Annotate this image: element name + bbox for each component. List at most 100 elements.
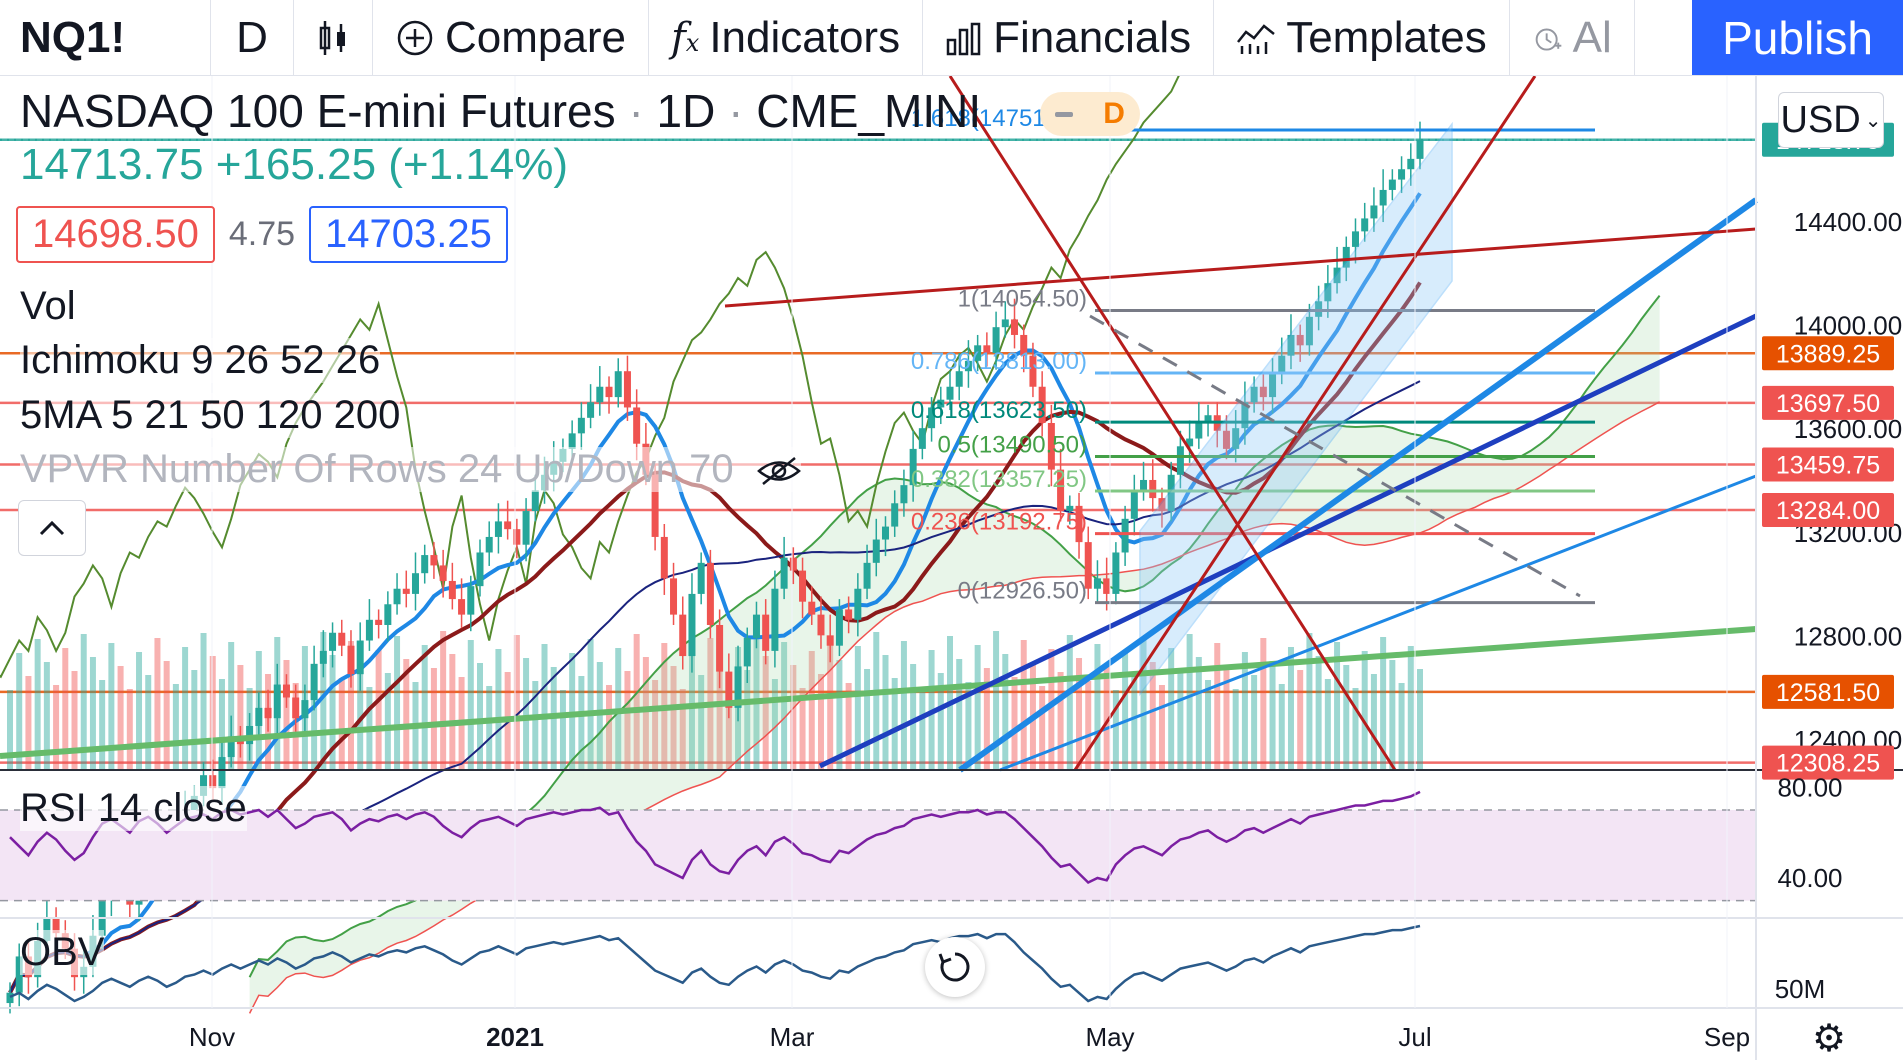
volume-bar — [311, 669, 318, 770]
candle-body — [992, 327, 1000, 354]
interval-button[interactable]: D — [211, 0, 294, 75]
candle-body — [964, 360, 972, 372]
obv-legend[interactable]: OBV — [20, 930, 105, 975]
currency-select[interactable]: USD ⌄ — [1778, 92, 1884, 148]
volume-bar — [89, 657, 96, 770]
volume-bar — [384, 673, 391, 770]
candle-body — [467, 586, 475, 615]
trendline-red-falling — [948, 76, 1397, 771]
candle-body — [660, 536, 668, 579]
price-marker-label: 13459.75 — [1776, 451, 1880, 479]
collapse-legend-button[interactable] — [18, 500, 86, 556]
volume-bar — [421, 645, 428, 770]
candle-body — [1278, 355, 1286, 374]
candle-body — [1176, 446, 1184, 475]
candle-body — [614, 371, 622, 398]
last-price: 14713.75 — [20, 140, 204, 189]
reset-chart-button[interactable] — [925, 937, 985, 997]
volume-bar — [1398, 683, 1405, 770]
candle-body — [1250, 386, 1258, 403]
volume-bar — [993, 631, 1000, 770]
rsi-legend[interactable]: RSI 14 close — [20, 786, 247, 831]
delay-badge[interactable]: D — [1040, 92, 1140, 136]
indicator-name: Vol — [20, 284, 76, 328]
volume-bar — [1103, 667, 1110, 770]
fib-level-label: 0.786(13813.00) — [911, 348, 1087, 375]
candle-body — [209, 775, 217, 789]
fib-level-label: 0.618(13623.50) — [911, 397, 1087, 424]
volume-bar — [1177, 671, 1184, 770]
volume-bar — [762, 656, 769, 770]
volume-bar — [808, 651, 815, 770]
candle-body — [762, 614, 770, 651]
chart-canvas[interactable]: 1.618(14751.50)1(14054.50)0.786(13813.00… — [0, 76, 1903, 1060]
indicator-legend-ma[interactable]: 5MA 5 21 50 120 200 — [20, 393, 401, 438]
obv-scale-tick: 50M — [1775, 974, 1826, 1004]
financials-button[interactable]: Financials — [923, 0, 1215, 75]
alert-button[interactable]: Al — [1510, 0, 1635, 75]
volume-bar — [1158, 685, 1165, 770]
compare-button[interactable]: Compare — [373, 0, 649, 75]
indicator-legend-vpvr[interactable]: VPVR Number Of Rows 24 Up/Down 70 — [20, 447, 801, 492]
hidden-eye-icon[interactable] — [756, 456, 801, 486]
volume-bar — [624, 671, 631, 770]
indicators-button[interactable]: fx Indicators — [649, 0, 924, 75]
symbol-search-button[interactable]: NQ1! — [0, 0, 211, 75]
volume-bar — [578, 676, 585, 770]
volume-bar — [606, 685, 613, 770]
candle-body — [338, 632, 346, 646]
candle-body — [928, 407, 936, 429]
plus-circle-icon — [397, 20, 433, 55]
candle-body — [218, 757, 226, 789]
chart-style-button[interactable] — [294, 0, 373, 75]
candle-body — [937, 399, 945, 408]
volume-bar — [1140, 639, 1147, 770]
price-change-percent: (+1.14%) — [388, 140, 569, 189]
candle-body — [900, 485, 908, 504]
candle-body — [310, 663, 318, 701]
rsi-scale-tick: 40.00 — [1777, 863, 1842, 893]
price-marker-tag — [1762, 674, 1894, 709]
indicator-params: 9 26 52 26 — [191, 338, 381, 382]
volume-bar — [430, 668, 437, 770]
chart-settings-gear-icon[interactable]: ⚙ — [1812, 1018, 1847, 1060]
templates-chart-icon — [1237, 23, 1275, 54]
volume-bar — [817, 674, 824, 770]
candle-body — [863, 562, 871, 589]
templates-button[interactable]: Templates — [1214, 0, 1510, 75]
price-scale-tick: 12800.00 — [1794, 621, 1902, 651]
candle-body — [402, 588, 410, 594]
volume-bar — [891, 678, 898, 770]
volume-bar — [1324, 679, 1331, 770]
indicator-params: 5 21 50 120 200 — [111, 393, 401, 437]
candle-body — [365, 619, 373, 641]
volume-bar — [983, 668, 990, 770]
candle-body — [568, 433, 576, 449]
candle-body — [1057, 469, 1065, 512]
candle-body — [780, 557, 788, 589]
candle-body — [301, 700, 309, 719]
volume-bar — [956, 659, 963, 770]
ask-price[interactable]: 14703.25 — [309, 206, 508, 263]
candle-body — [734, 666, 742, 708]
volume-bar — [725, 684, 732, 770]
candle-body — [439, 565, 447, 581]
indicator-legend-volume[interactable]: Vol — [20, 284, 76, 329]
indicator-legend-ichimoku[interactable]: Ichimoku 9 26 52 26 — [20, 338, 381, 383]
candle-body — [1342, 246, 1350, 268]
volume-bar — [532, 681, 539, 770]
candle-body — [688, 593, 696, 657]
volume-bar — [596, 662, 603, 770]
volume-bar — [790, 665, 797, 770]
candle-body — [974, 345, 982, 361]
bid-price[interactable]: 14698.50 — [16, 206, 215, 263]
volume-bar — [283, 660, 290, 770]
candle-body — [1296, 334, 1304, 346]
publish-button[interactable]: Publish — [1692, 0, 1903, 75]
trendline-blue — [958, 197, 1758, 773]
volume-bar — [1076, 658, 1083, 770]
candle-body — [347, 645, 355, 675]
rsi-name: RSI — [20, 786, 87, 830]
volume-bar — [53, 685, 60, 770]
candle-body — [752, 614, 760, 638]
